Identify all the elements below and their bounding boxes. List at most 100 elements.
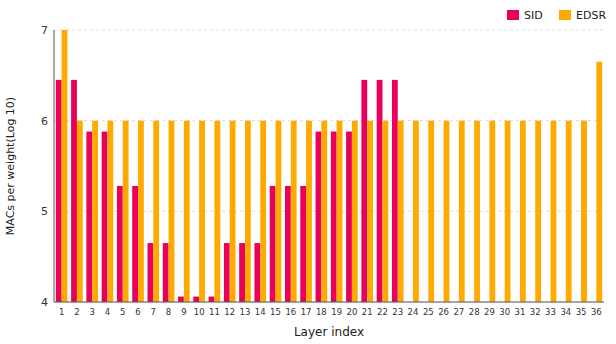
bar xyxy=(86,132,92,302)
bar xyxy=(377,80,383,302)
bar xyxy=(178,297,184,302)
bar xyxy=(346,132,352,302)
bar xyxy=(169,121,175,302)
x-tick-label: 32 xyxy=(530,307,541,317)
x-tick-label: 28 xyxy=(469,307,480,317)
y-tick-label: 6 xyxy=(41,115,48,128)
x-tick-label: 12 xyxy=(224,307,235,317)
legend-label: SID xyxy=(524,9,543,22)
bar xyxy=(224,243,230,302)
x-tick-label: 10 xyxy=(194,307,205,317)
bar xyxy=(398,121,404,302)
bar xyxy=(102,132,108,302)
x-tick-label: 15 xyxy=(270,307,281,317)
bar xyxy=(123,121,129,302)
x-tick-label: 18 xyxy=(316,307,327,317)
bar xyxy=(107,121,113,302)
bar xyxy=(260,121,266,302)
bar xyxy=(581,121,587,302)
y-tick-label: 7 xyxy=(41,24,48,37)
x-tick-label: 14 xyxy=(255,307,266,317)
bar xyxy=(337,121,343,302)
bar xyxy=(361,80,367,302)
bar xyxy=(535,121,541,302)
bar xyxy=(270,186,276,302)
bar xyxy=(596,62,602,302)
x-tick-label: 17 xyxy=(301,307,312,317)
bar xyxy=(474,121,480,302)
bar xyxy=(71,80,77,302)
bar xyxy=(163,243,169,302)
x-tick-label: 24 xyxy=(408,307,419,317)
legend-label: EDSR xyxy=(576,9,606,22)
bar xyxy=(300,186,306,302)
x-tick-label: 23 xyxy=(392,307,403,317)
bar xyxy=(245,121,251,302)
grid xyxy=(54,30,604,302)
grid-line xyxy=(54,302,604,303)
bars xyxy=(56,30,602,302)
x-tick-label: 16 xyxy=(285,307,296,317)
bar xyxy=(153,121,159,302)
bar xyxy=(62,30,68,302)
bar xyxy=(306,121,312,302)
bar xyxy=(92,121,98,302)
bar xyxy=(321,121,327,302)
x-tick-label: 1 xyxy=(59,307,64,317)
bar xyxy=(505,121,511,302)
x-tick-label: 4 xyxy=(105,307,110,317)
bar xyxy=(392,80,398,302)
x-axis-title: Layer index xyxy=(294,325,364,339)
x-tick-label: 25 xyxy=(423,307,434,317)
bar xyxy=(331,132,337,302)
bar xyxy=(138,121,144,302)
bar xyxy=(291,121,297,302)
x-tick-label: 30 xyxy=(499,307,510,317)
bar xyxy=(367,121,373,302)
x-tick-label: 13 xyxy=(240,307,251,317)
x-tick-label: 9 xyxy=(181,307,186,317)
legend-swatch xyxy=(507,10,519,20)
x-tick-label: 7 xyxy=(151,307,156,317)
x-tick-label: 34 xyxy=(560,307,571,317)
bar xyxy=(413,121,419,302)
bar xyxy=(209,297,215,302)
legend-swatch xyxy=(559,10,571,20)
bar xyxy=(459,121,465,302)
x-tick-label: 36 xyxy=(591,307,602,317)
bar xyxy=(214,121,220,302)
bar xyxy=(254,243,260,302)
bar xyxy=(199,121,205,302)
bar xyxy=(352,121,358,302)
bar xyxy=(239,243,245,302)
x-axis xyxy=(54,302,604,303)
x-tick-label: 5 xyxy=(120,307,125,317)
x-tick-label: 19 xyxy=(331,307,342,317)
bar xyxy=(285,186,291,302)
y-tick-label: 4 xyxy=(41,296,48,309)
x-tick-label: 33 xyxy=(545,307,556,317)
x-tick-label: 31 xyxy=(515,307,526,317)
bar xyxy=(551,121,557,302)
bar xyxy=(276,121,282,302)
bar xyxy=(230,121,236,302)
chart: 4567123456789101112131415161718192021222… xyxy=(0,0,616,344)
x-tick-label: 3 xyxy=(89,307,94,317)
bar xyxy=(428,121,434,302)
x-tick-label: 26 xyxy=(438,307,449,317)
bar xyxy=(566,121,572,302)
x-tick-label: 8 xyxy=(166,307,171,317)
bar xyxy=(77,121,83,302)
bar xyxy=(148,243,154,302)
x-tick-label: 11 xyxy=(209,307,220,317)
bar xyxy=(132,186,138,302)
bar xyxy=(193,297,199,302)
bar xyxy=(56,80,62,302)
bar xyxy=(316,132,322,302)
x-tick-label: 21 xyxy=(362,307,373,317)
legend: SID EDSR xyxy=(507,9,606,22)
x-tick-label: 29 xyxy=(484,307,495,317)
bar xyxy=(117,186,123,302)
y-axis-title: MACs per weight(Log 10) xyxy=(4,97,17,235)
grid-line xyxy=(54,30,604,31)
